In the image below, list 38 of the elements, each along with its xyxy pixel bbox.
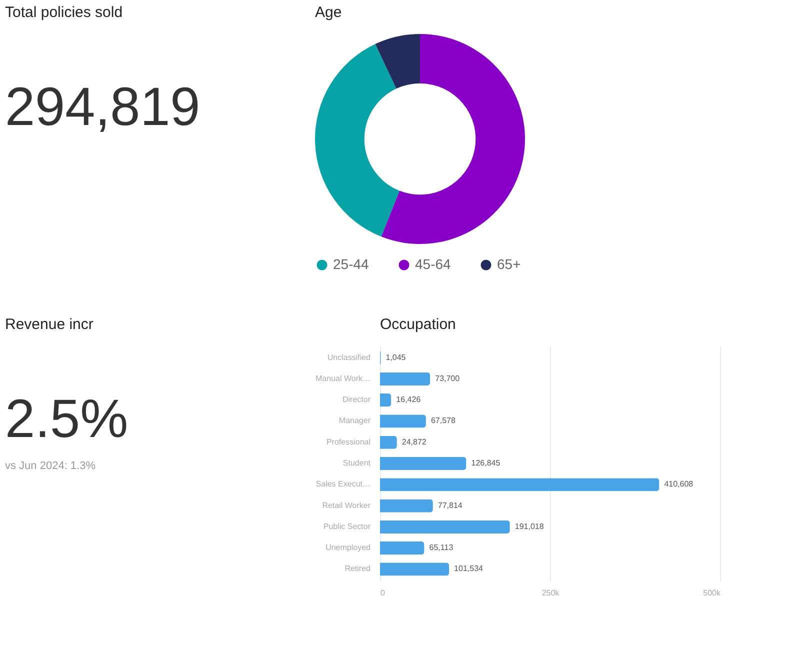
data-label: 73,700: [435, 374, 460, 383]
data-label: 77,814: [438, 500, 463, 510]
data-label: 24,872: [402, 437, 427, 446]
x-tick-label: 0: [380, 588, 386, 598]
text: Total policies sold: [5, 4, 123, 21]
text: vs Jun 2024: 1.3%: [5, 460, 96, 472]
data-label: 1,045: [386, 352, 406, 362]
y-tick-label: Unemployed: [326, 543, 370, 552]
x-tick-label: 500k: [703, 588, 722, 598]
data-label: 191,018: [514, 522, 544, 531]
data-label: 65,113: [429, 543, 454, 552]
donut-slice: [375, 34, 420, 89]
y-tick-label: Student: [342, 458, 372, 468]
y-tick-label: Retail Worker: [322, 500, 371, 510]
y-tick-label: Unclassified: [327, 352, 370, 362]
legend-label: 65+: [497, 256, 521, 272]
chart-title: Age: [315, 4, 342, 21]
data-label: 101,534: [454, 564, 484, 574]
text: 294,819: [5, 77, 200, 137]
data-label: 410,608: [664, 480, 694, 489]
text: 2.5%: [5, 389, 128, 449]
data-label: 67,578: [430, 416, 456, 426]
data-label: 126,845: [471, 458, 501, 468]
donut-slice: [381, 34, 525, 244]
y-tick-label: Manual Work…: [316, 374, 370, 383]
y-tick-label: Manager: [338, 416, 371, 426]
y-tick-label: Retired: [344, 564, 370, 574]
legend-label: 25-44: [333, 256, 370, 272]
text: Revenue incr: [5, 316, 94, 333]
y-tick-label: Professional: [326, 437, 371, 446]
legend-label: 45-64: [415, 256, 452, 272]
data-label: 16,426: [396, 395, 422, 404]
y-tick-label: Director: [342, 395, 371, 404]
y-tick-label: Public Sector: [323, 522, 371, 531]
y-tick-label: Sales Execut…: [316, 480, 370, 489]
donut-slice: [315, 44, 400, 237]
x-tick-label: 250k: [542, 588, 560, 598]
chart-title: Occupation: [380, 316, 456, 333]
